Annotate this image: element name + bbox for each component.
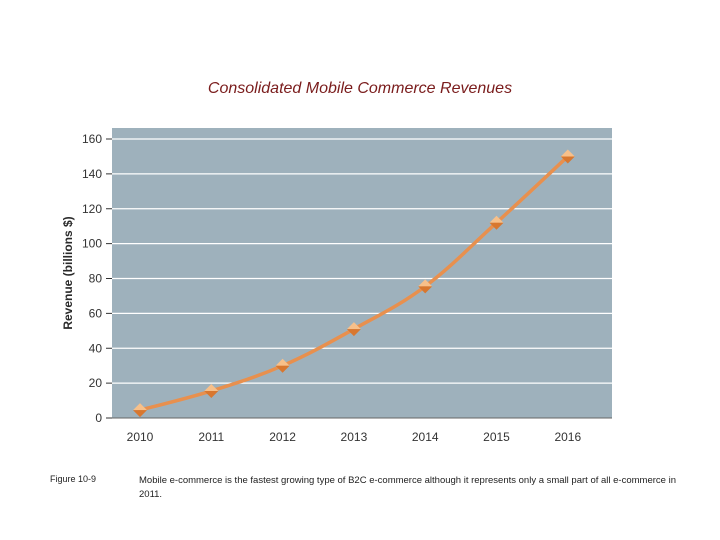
data-point-2012 (275, 358, 290, 373)
data-point-2015 (489, 215, 504, 230)
x-tick-label-2013: 2013 (341, 430, 368, 444)
figure-caption: Mobile e-commerce is the fastest growing… (139, 475, 676, 500)
marker-bottom-2012 (275, 365, 290, 373)
marker-bottom-2011 (204, 390, 219, 398)
data-point-2014 (418, 279, 433, 294)
data-point-2016 (560, 149, 575, 164)
y-tick-label-140: 140 (82, 167, 102, 181)
data-point-2010 (133, 403, 147, 418)
y-axis-label: Revenue (billions $) (61, 216, 75, 329)
y-tick-label-20: 20 (89, 376, 103, 390)
marker-top-2015 (489, 215, 504, 223)
marker-top-2014 (418, 279, 433, 287)
y-tick-label-0: 0 (95, 411, 102, 425)
series-layer (133, 149, 575, 418)
y-tick-label-120: 120 (82, 202, 102, 216)
x-tick-label-2010: 2010 (127, 430, 154, 444)
marker-bottom-2013 (346, 329, 361, 337)
y-tick-label-160: 160 (82, 132, 102, 146)
x-tick-label-2014: 2014 (412, 430, 439, 444)
data-point-2011 (204, 383, 219, 398)
marker-bottom-2015 (489, 222, 504, 230)
marker-bottom-2014 (418, 286, 433, 294)
y-tick-label-60: 60 (89, 306, 103, 320)
y-tick-label-100: 100 (82, 237, 102, 251)
y-tick-label-80: 80 (89, 272, 103, 286)
marker-top-2013 (346, 322, 361, 330)
marker-bottom-2016 (560, 156, 575, 164)
x-tick-label-2011: 2011 (198, 430, 224, 444)
marker-top-2016 (560, 149, 575, 157)
gridlines (112, 138, 612, 384)
chart-title: Consolidated Mobile Commerce Revenues (207, 80, 513, 97)
marker-top-2012 (275, 358, 290, 366)
marker-top-2011 (204, 383, 219, 391)
x-tick-label-2016: 2016 (554, 430, 581, 444)
data-point-2013 (346, 322, 361, 337)
x-tick-label-2015: 2015 (483, 430, 510, 444)
figure-label: Figure 10-9 (50, 474, 97, 484)
marker-bottom-2010 (133, 410, 147, 418)
plot-area (112, 128, 612, 418)
axes: 0 20 40 60 80 100 120 140 160 2010 2011 2012 2013 201… (82, 132, 612, 444)
marker-top-2010 (133, 403, 147, 411)
x-tick-label-2012: 2012 (269, 430, 296, 444)
y-tick-label-40: 40 (89, 341, 103, 355)
